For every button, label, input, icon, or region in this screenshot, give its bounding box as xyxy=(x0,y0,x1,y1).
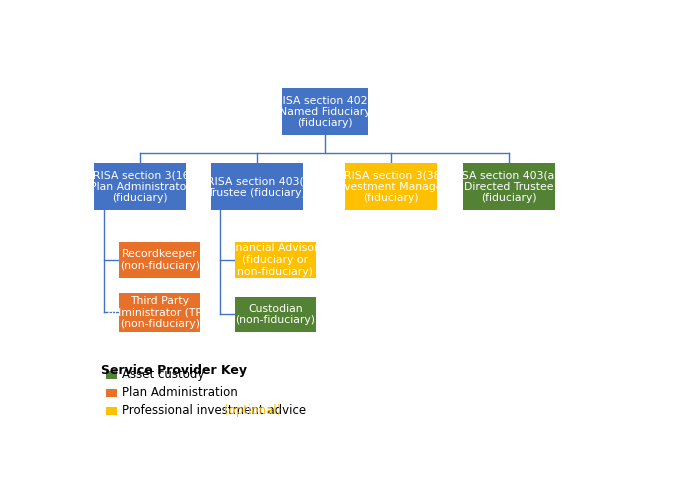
Text: Recordkeeper
(non-fiduciary): Recordkeeper (non-fiduciary) xyxy=(119,249,199,271)
Text: (optional): (optional) xyxy=(224,404,281,417)
Text: Financial Advisors
(fiduciary or
non-fiduciary): Financial Advisors (fiduciary or non-fid… xyxy=(226,244,324,277)
Text: ERISA section 402(a)
Named Fiduciary
(fiduciary): ERISA section 402(a) Named Fiduciary (fi… xyxy=(268,95,382,129)
FancyBboxPatch shape xyxy=(463,164,555,210)
FancyBboxPatch shape xyxy=(106,371,117,379)
Text: Professional investment advice: Professional investment advice xyxy=(121,404,309,417)
FancyBboxPatch shape xyxy=(94,164,186,210)
FancyBboxPatch shape xyxy=(106,407,117,415)
FancyBboxPatch shape xyxy=(345,164,437,210)
Text: Plan Administration: Plan Administration xyxy=(121,386,237,399)
FancyBboxPatch shape xyxy=(119,242,201,278)
Text: ERISA section 3(16)
Plan Administrator
(fiduciary): ERISA section 3(16) Plan Administrator (… xyxy=(86,170,194,204)
Text: Custodian
(non-fiduciary): Custodian (non-fiduciary) xyxy=(235,303,315,325)
Text: Third Party
Administrator (TPA)
(non-fiduciary): Third Party Administrator (TPA) (non-fid… xyxy=(106,296,213,329)
FancyBboxPatch shape xyxy=(282,89,369,135)
FancyBboxPatch shape xyxy=(235,297,316,332)
Text: ERISA section 403(a)
Trustee (fiduciary): ERISA section 403(a) Trustee (fiduciary) xyxy=(199,176,314,198)
Text: ERISA section 403(a)(1)
Directed Trustee
(fiduciary): ERISA section 403(a)(1) Directed Trustee… xyxy=(444,170,574,204)
FancyBboxPatch shape xyxy=(235,242,316,278)
FancyBboxPatch shape xyxy=(106,389,117,397)
FancyBboxPatch shape xyxy=(119,293,201,332)
Text: Asset custody: Asset custody xyxy=(121,369,204,381)
FancyBboxPatch shape xyxy=(211,164,303,210)
Text: Service Provider Key: Service Provider Key xyxy=(100,364,247,377)
Text: ERISA section 3(38)
Investment Manager
(fiduciary): ERISA section 3(38) Investment Manager (… xyxy=(334,170,447,204)
